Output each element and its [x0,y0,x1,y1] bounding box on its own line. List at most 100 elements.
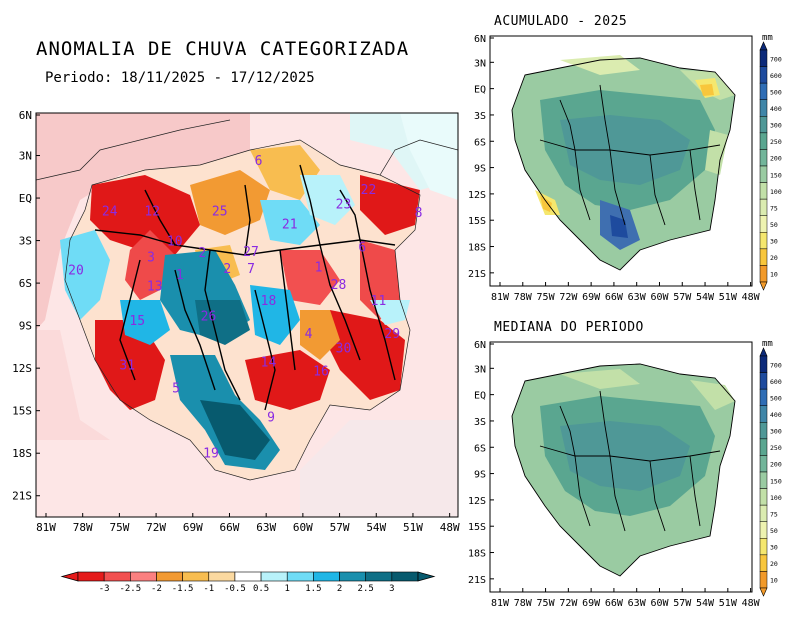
mm-unit-label: mm [762,339,773,349]
colorbar-swatch [130,571,157,582]
mm-label: 400 [770,105,782,113]
lon-label: 60W [650,292,669,303]
mm-swatch [759,49,768,67]
mediana-map [489,341,753,593]
mm-colorbar-bottom: mm 700 600 500 400 300 250 200 150 100 75 50 30 20 10 [759,339,782,597]
mm-swatch [759,521,768,539]
lon-label: 81W [36,521,56,534]
mm-swatch [759,99,768,117]
mediana-lat-ticks: 6N 3N EQ 3S 6S 9S 12S 15S 18S 21S [468,340,494,586]
lon-label: 78W [73,521,93,534]
lon-label: 48W [440,521,460,534]
lat-label: 15S [468,216,486,227]
colorbar-label: -2.5 [119,584,141,594]
lat-label: 12S [12,362,32,375]
mm-label: 100 [770,188,782,196]
lat-label: 9S [19,320,32,333]
colorbar-arrow-right [417,571,436,582]
mm-label: 50 [770,221,778,229]
mm-swatch [759,455,768,473]
mm-swatch [759,554,768,572]
basin-label: 5 [172,382,180,397]
lat-label: 15S [12,405,32,418]
basin-label: 13 [147,279,163,294]
acumulado-map [489,35,753,287]
lon-label: 57W [673,598,692,609]
mm-label: 150 [770,477,782,485]
mm-swatch [759,132,768,150]
lon-label: 51W [403,521,423,534]
mm-swatch [759,215,768,233]
lon-label: 66W [220,521,240,534]
basin-label: 28 [331,278,347,293]
mm-label: 500 [770,394,782,402]
lat-label: 21S [468,575,486,586]
mm-label: 30 [770,238,778,246]
mm-swatch [759,66,768,84]
mm-swatch [759,488,768,506]
lon-label: 72W [559,598,578,609]
basin-label: 23 [336,197,352,212]
basin-label: 16 [313,364,329,379]
mm-label: 10 [770,271,778,279]
lon-label: 66W [605,292,624,303]
colorbar-swatch [156,571,183,582]
mm-label: 75 [770,510,778,518]
lon-label: 60W [650,598,669,609]
lat-label: 3N [474,58,486,69]
mm-label: 100 [770,494,782,502]
lon-label: 54W [696,292,715,303]
mediana-lon-ticks: 81W 78W 75W 72W 69W 66W 63W 60W 57W 54W 51W 48W [491,588,761,609]
mm-swatch [759,248,768,266]
lat-label: 9S [474,164,486,175]
basin-borders [36,119,458,481]
colorbar-swatch [103,571,131,582]
lon-label: 72W [559,292,578,303]
mm-swatch [759,182,768,200]
basin-label: 6 [255,154,263,169]
lat-label: EQ [19,192,32,205]
anomaly-colorbar: -3 -2.5 -2 -1.5 -1 -0.5 0.5 1 1.5 2 2.5 3 [60,571,436,594]
lon-label: 72W [146,521,166,534]
mm-swatch [759,116,768,134]
basin-label: 2 [198,246,206,261]
lat-label: 18S [468,243,486,254]
basin-label: 11 [371,294,387,309]
lat-label: 21S [12,490,32,503]
lat-label: 6S [19,277,32,290]
colorbar-swatch [234,571,262,582]
mm-label: 50 [770,527,778,535]
lat-label: 18S [12,447,32,460]
basin-label: 31 [119,359,135,374]
river-network [94,164,396,411]
lon-label: 54W [366,521,386,534]
mm-label: 250 [770,138,782,146]
lon-label: 78W [514,292,533,303]
mm-swatch [759,471,768,489]
lon-label: 54W [696,598,715,609]
lat-label: 6S [474,443,486,454]
basin-label: 27 [243,245,259,260]
lat-label: 18S [468,549,486,560]
lat-label: 3N [19,150,32,163]
map-title: ANOMALIA DE CHUVA CATEGORIZADA [36,38,410,60]
mm-arrow-top [759,347,768,357]
mm-label: 150 [770,171,782,179]
colorbar-swatch [365,571,393,582]
mm-label: 200 [770,461,782,469]
lat-label: 3S [474,417,486,428]
lon-label: 81W [491,598,510,609]
basin-label: 18 [261,294,277,309]
basin-label: 8 [415,206,423,221]
acumulado-title: ACUMULADO - 2025 [494,14,628,29]
acumulado-lon-ticks: 81W 78W 75W 72W 69W 66W 63W 60W 57W 54W 51W 48W [491,282,761,303]
mm-colorbar-top: mm 700 600 500 400 300 250 200 150 100 75 50 30 20 10 [759,33,782,291]
colorbar-label: -3 [99,584,110,594]
colorbar-label: -1 [203,584,214,594]
basin-label: 10 [167,235,183,250]
mm-label: 600 [770,72,782,80]
lon-label: 78W [514,598,533,609]
basin-label: 9 [267,410,275,425]
lat-label: 15S [468,522,486,533]
